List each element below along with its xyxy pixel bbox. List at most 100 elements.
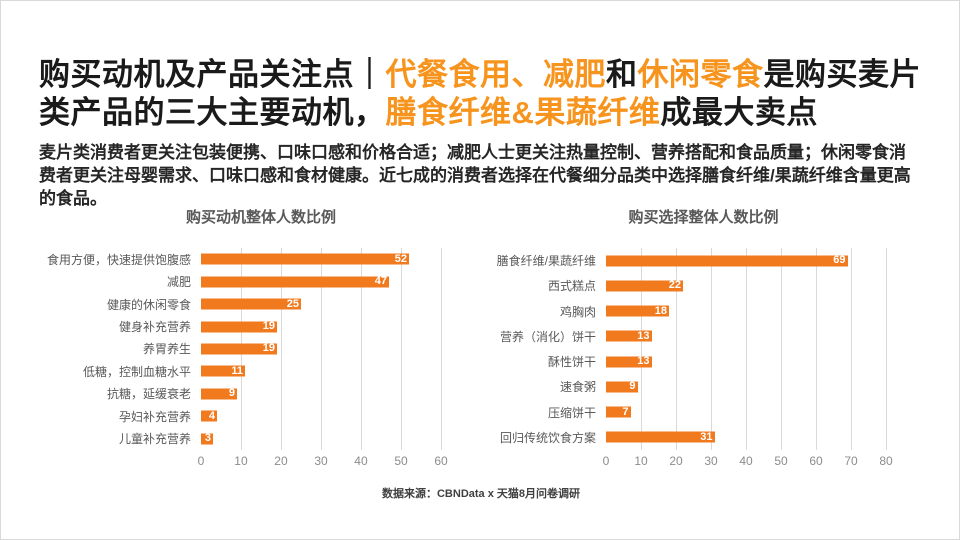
bar-row: 西式糕点 22 xyxy=(481,273,886,298)
gridline xyxy=(360,248,362,450)
gridline xyxy=(280,248,282,450)
chart-title: 购买动机整体人数比例 xyxy=(185,209,336,226)
x-axis-tick-label: 40 xyxy=(354,454,368,468)
category-label: 健身补充营养 xyxy=(118,320,191,335)
chart-purchase-choice: 购买选择整体人数比例 膳食纤维/果蔬纤维 69 西式糕点 22 鸡胸肉 18 营养（消化）饼… xyxy=(481,204,901,472)
bar-track: 25 xyxy=(201,293,441,315)
bar-row: 膳食纤维/果蔬纤维 69 xyxy=(481,248,886,273)
x-axis-tick-label: 30 xyxy=(704,454,718,468)
category-label: 抗糖，延缓衰老 xyxy=(106,387,191,402)
bar-value-label: 22 xyxy=(668,279,681,292)
bar-track: 7 xyxy=(606,400,886,425)
category-label: 低糖，控制血糖水平 xyxy=(82,364,191,379)
gridline xyxy=(781,248,782,450)
chart-purchase-motivation: 购买动机整体人数比例 食用方便，快速提供饱腹感 52 减肥 47 健康的休闲零食 25 健身… xyxy=(41,204,461,472)
gridline xyxy=(851,248,852,450)
chart-gridlines xyxy=(606,248,887,450)
bar-track: 19 xyxy=(201,315,441,337)
x-axis-tick-label: 80 xyxy=(879,454,893,468)
category-label: 压缩饼干 xyxy=(547,405,596,420)
category-label: 营养（消化）饼干 xyxy=(499,329,596,344)
bar-value-label: 11 xyxy=(231,364,243,377)
bar-row: 抗糖，延缓衰老 9 xyxy=(41,383,441,405)
x-axis-tick-label: 20 xyxy=(274,454,288,468)
category-label: 速食粥 xyxy=(559,380,596,395)
category-label: 食用方便，快速提供饱腹感 xyxy=(46,252,191,267)
bar-row: 食用方便，快速提供饱腹感 52 xyxy=(41,248,441,270)
bar-track: 13 xyxy=(606,349,886,374)
bar-value-label: 9 xyxy=(228,387,235,400)
bar: 25 xyxy=(201,297,301,310)
x-axis-tick-label: 40 xyxy=(739,454,753,468)
category-label: 减肥 xyxy=(166,275,191,290)
subtitle-text: 麦片类消费者更关注包装便携、口味口感和价格合适；减肥人士更关注热量控制、营养搭配… xyxy=(39,143,911,208)
bar-track: 47 xyxy=(201,270,441,292)
bar-row: 减肥 47 xyxy=(41,270,441,292)
gridline xyxy=(676,248,677,450)
bar-track: 4 xyxy=(201,405,441,427)
bar-value-label: 18 xyxy=(654,304,667,317)
bar-track: 11 xyxy=(201,360,441,382)
category-label: 酥性饼干 xyxy=(547,355,596,370)
bar-value-label: 9 xyxy=(629,380,636,393)
chart-title: 购买选择整体人数比例 xyxy=(628,209,779,226)
bar-row: 健康的休闲零食 25 xyxy=(41,293,441,315)
bar-row: 压缩饼干 7 xyxy=(481,400,886,425)
category-label: 西式糕点 xyxy=(547,279,596,294)
category-label: 儿童补充营养 xyxy=(118,432,191,447)
bar: 31 xyxy=(606,430,715,443)
bar-track: 31 xyxy=(606,425,886,450)
x-axis-tick-label: 60 xyxy=(434,454,448,468)
bar-row: 回归传统饮食方案 31 xyxy=(481,425,886,450)
bar: 69 xyxy=(606,254,848,267)
bar-track: 9 xyxy=(606,374,886,399)
bar: 9 xyxy=(201,387,237,400)
bar: 3 xyxy=(201,432,213,445)
gridline xyxy=(321,248,322,450)
gridline xyxy=(711,248,712,450)
chart-bars: 食用方便，快速提供饱腹感 52 减肥 47 健康的休闲零食 25 健身补充营养 19 养胃养生 1… xyxy=(41,248,441,450)
title-plain-text: 是购买麦片类产品的三大主要动机， xyxy=(39,56,921,130)
bar-row: 速食粥 9 xyxy=(481,374,886,399)
bar-value-label: 25 xyxy=(286,297,299,310)
x-axis-tick-label: 50 xyxy=(774,454,788,468)
bar-value-label: 31 xyxy=(700,430,713,443)
bar: 11 xyxy=(201,364,245,377)
chart-bars: 膳食纤维/果蔬纤维 69 西式糕点 22 鸡胸肉 18 营养（消化）饼干 13 酥性饼干 13 速食… xyxy=(481,248,886,450)
bar-row: 孕妇补充营养 4 xyxy=(41,405,441,427)
bar-value-label: 13 xyxy=(637,329,650,342)
bar: 9 xyxy=(606,380,638,393)
category-label: 回归传统饮食方案 xyxy=(499,430,596,445)
gridline xyxy=(441,248,442,450)
bar-row: 儿童补充营养 3 xyxy=(41,428,441,450)
x-axis-tick-label: 30 xyxy=(314,454,328,468)
x-axis-tick-label: 20 xyxy=(669,454,683,468)
x-axis-tick-label: 70 xyxy=(844,454,858,468)
category-label: 孕妇补充营养 xyxy=(118,409,191,424)
bar-value-label: 19 xyxy=(262,320,275,333)
title-plain-text: 和 xyxy=(606,56,638,92)
x-axis: 0 10 20 30 40 50 60 70 80 xyxy=(603,454,893,470)
category-label: 健康的休闲零食 xyxy=(106,297,191,312)
x-axis-tick-label: 10 xyxy=(634,454,648,468)
bar-row: 鸡胸肉 18 xyxy=(481,299,886,324)
x-axis: 0 10 20 30 40 50 60 xyxy=(198,454,448,470)
x-axis-tick-label: 60 xyxy=(809,454,823,468)
gridline xyxy=(816,248,817,450)
x-axis-tick-label: 10 xyxy=(234,454,248,468)
title-plain-text: 购买动机及产品关注点｜ xyxy=(39,56,386,92)
gridline xyxy=(641,248,642,450)
bar: 4 xyxy=(201,410,217,422)
bar-value-label: 69 xyxy=(833,254,846,267)
bar-track: 13 xyxy=(606,324,886,349)
bar: 19 xyxy=(201,343,277,355)
title-highlight-text: 代餐食用、减肥 xyxy=(385,56,606,92)
gridline xyxy=(886,248,887,450)
title-highlight-text: 休闲零食 xyxy=(637,56,764,92)
bar-value-label: 3 xyxy=(204,432,211,445)
bar: 52 xyxy=(201,253,409,265)
bar-track: 69 xyxy=(606,248,886,273)
bar: 7 xyxy=(606,406,631,418)
page-title: 购买动机及产品关注点｜代餐食用、减肥和休闲零食是购买麦片类产品的三大主要动机，膳… xyxy=(39,56,923,132)
